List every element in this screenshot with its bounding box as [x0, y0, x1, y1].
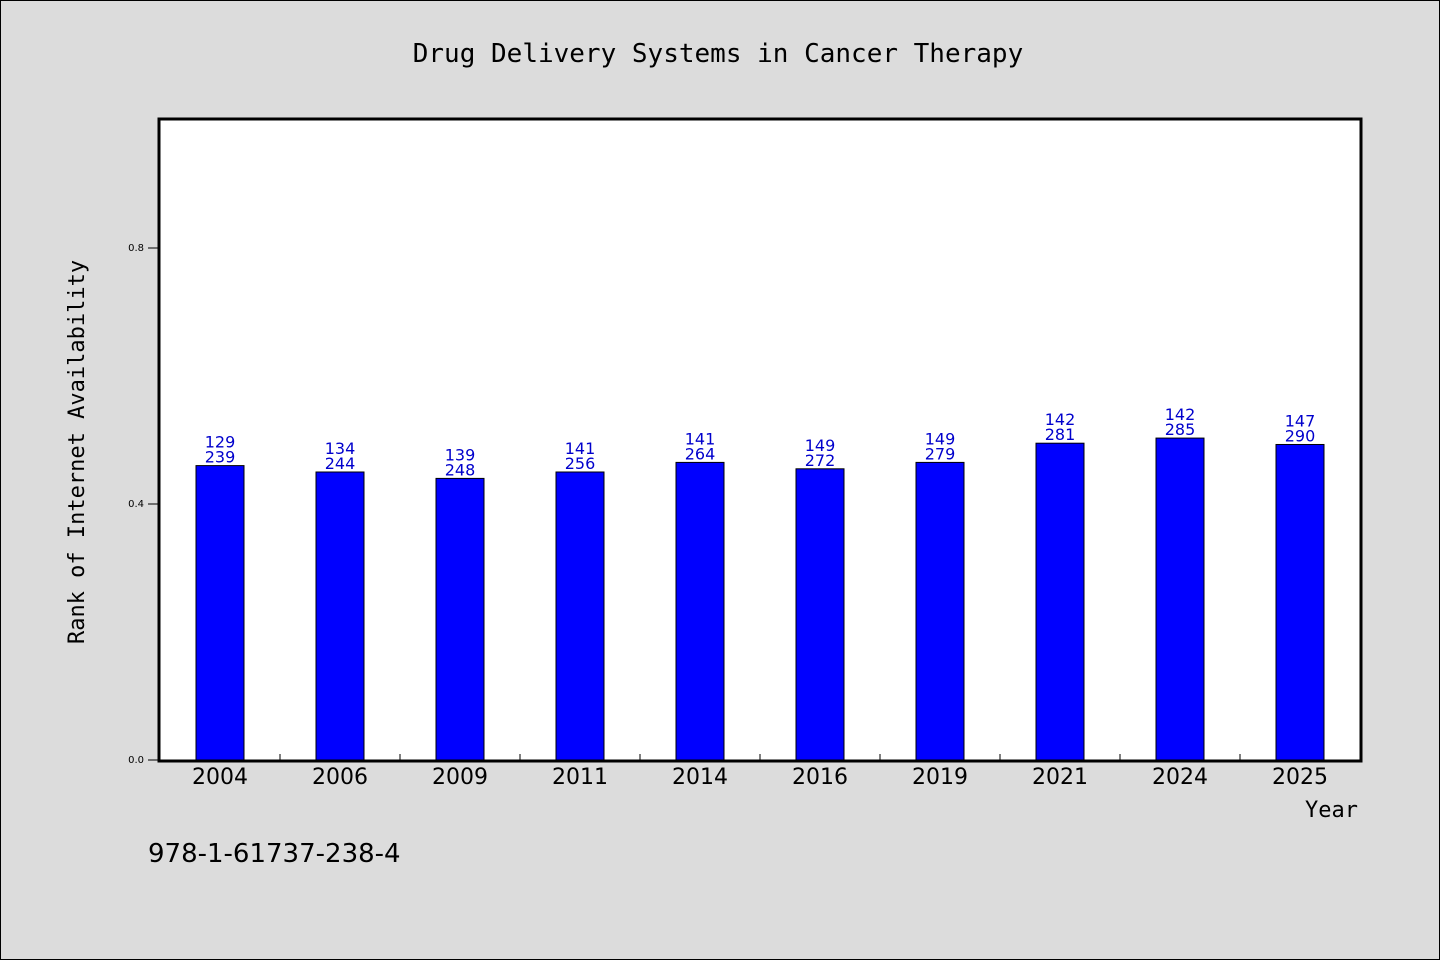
- data-label-bottom: 248: [445, 460, 476, 479]
- data-label-bottom: 272: [805, 451, 836, 470]
- x-axis-label: Year: [1305, 798, 1358, 823]
- data-label-top: 147: [1285, 411, 1316, 430]
- data-label-bottom: 279: [925, 444, 956, 463]
- chart-title: Drug Delivery Systems in Cancer Therapy: [413, 39, 1023, 69]
- x-tick-label: 2021: [1032, 765, 1088, 790]
- x-tick-label: 2025: [1272, 765, 1328, 790]
- data-label-bottom: 285: [1165, 420, 1196, 439]
- data-label-top: 141: [565, 439, 596, 458]
- data-label-bottom: 239: [205, 448, 236, 467]
- x-tick-label: 2014: [672, 765, 728, 790]
- bar: [1035, 442, 1085, 761]
- x-tick-label: 2016: [792, 765, 848, 790]
- isbn-text: 978-1-61737-238-4: [148, 839, 401, 869]
- data-label-top: 129: [205, 433, 236, 452]
- data-label-top: 149: [925, 429, 956, 448]
- data-label-bottom: 256: [565, 454, 596, 473]
- x-tick-label: 2019: [912, 765, 968, 790]
- x-tick-label: 2024: [1152, 765, 1208, 790]
- bar: [675, 461, 725, 761]
- x-tick-label: 2006: [312, 765, 368, 790]
- data-label-top: 142: [1045, 410, 1076, 429]
- bar: [795, 468, 845, 761]
- x-tick-label: 2009: [432, 765, 488, 790]
- data-label-top: 142: [1165, 405, 1196, 424]
- y-tick-label: 0.8: [128, 243, 144, 254]
- bar: [435, 477, 485, 761]
- bar: [1155, 437, 1205, 761]
- data-label-top: 139: [445, 445, 476, 464]
- data-label-bottom: 244: [325, 454, 356, 473]
- data-label-bottom: 290: [1285, 426, 1316, 445]
- y-tick-label: 0.0: [128, 755, 144, 766]
- data-label-top: 134: [325, 439, 356, 458]
- data-label-bottom: 281: [1045, 425, 1076, 444]
- data-label-top: 141: [685, 429, 716, 448]
- data-label-bottom: 264: [685, 444, 716, 463]
- bar: [315, 471, 365, 761]
- x-axis-ticks: 2004 2006 2009 2011 2014 2016 2019 2021 2024 2025: [192, 754, 1328, 790]
- x-tick-label: 2004: [192, 765, 248, 790]
- y-axis-label: Rank of Internet Availability: [65, 260, 90, 644]
- y-axis-ticks: 0.0 0.4 0.8: [128, 243, 160, 766]
- bar: [195, 465, 245, 761]
- bar: [555, 471, 605, 761]
- bar: [1275, 443, 1325, 761]
- x-tick-label: 2011: [552, 765, 608, 790]
- y-tick-label: 0.4: [128, 499, 144, 510]
- data-label-top: 149: [805, 436, 836, 455]
- bar: [915, 461, 965, 761]
